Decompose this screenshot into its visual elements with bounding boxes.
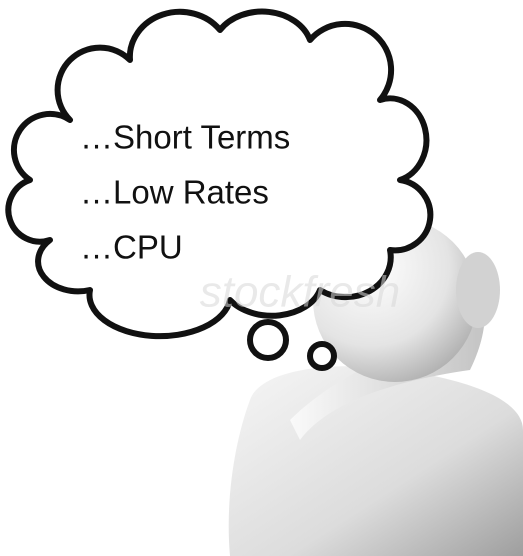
thought-line: …Low Rates — [80, 174, 269, 211]
thought-line: …Short Terms — [80, 119, 290, 156]
body — [229, 366, 523, 556]
hand — [456, 252, 500, 328]
watermark: stockfresh — [200, 268, 401, 317]
thought-bubble — [250, 322, 286, 358]
thought-bubble — [310, 344, 334, 368]
page: {"thought": {"lines": ["…Short Terms", "… — [0, 0, 523, 556]
thought-line: …CPU — [80, 229, 183, 266]
illustration: stockfresh …Short Terms …Low Rates …CPU — [0, 0, 523, 556]
